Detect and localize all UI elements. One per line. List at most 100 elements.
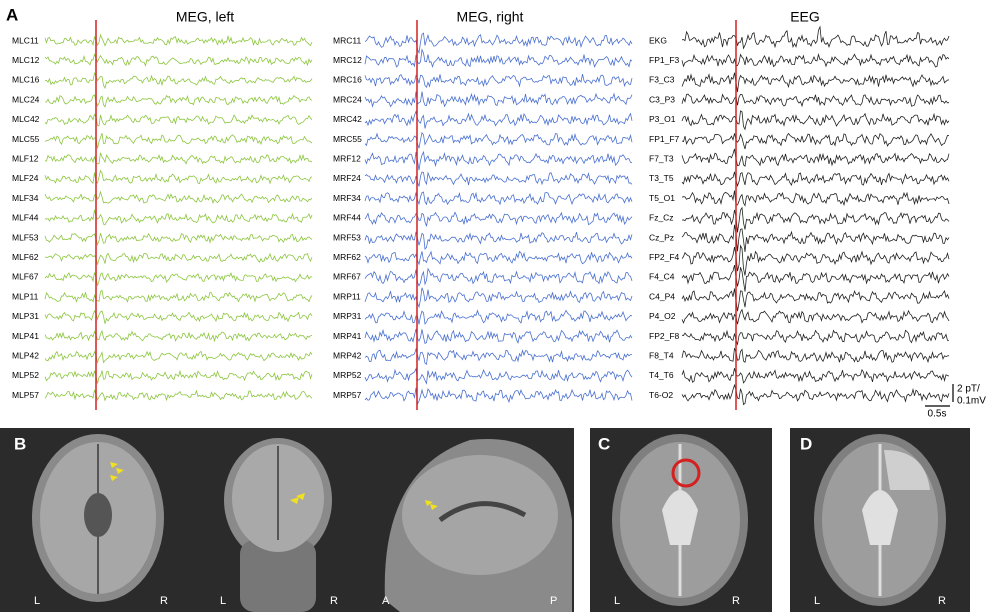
channel-label: MLC42 — [12, 114, 40, 124]
channel-label: P3_O1 — [649, 114, 676, 124]
orientation-label: L — [814, 595, 820, 607]
channel-label: MLP41 — [12, 331, 39, 341]
group-title: EEG — [790, 9, 820, 25]
channel-label: MLP42 — [12, 350, 39, 360]
channel-label: MRP31 — [333, 311, 362, 321]
channel-label: MLF12 — [12, 153, 39, 163]
channel-label: EKG — [649, 35, 667, 45]
channel-label: MLP57 — [12, 390, 39, 400]
trace — [682, 133, 949, 149]
trace — [682, 246, 949, 276]
trace — [45, 253, 312, 264]
mri-b-axial — [32, 434, 164, 602]
trace — [682, 73, 949, 92]
channel-label: MLF53 — [12, 232, 39, 242]
channel-label: C3_P3 — [649, 94, 675, 104]
channel-label: MRP11 — [333, 291, 361, 301]
trace — [45, 192, 312, 203]
trace — [45, 351, 312, 362]
channel-label: MLC11 — [12, 35, 39, 45]
channel-label: T5_O1 — [649, 193, 675, 203]
panel-label: C — [598, 434, 610, 453]
channel-label: MRF62 — [333, 252, 361, 262]
trace — [682, 368, 949, 383]
channel-label: MLC16 — [12, 75, 40, 85]
channel-label: T3_T5 — [649, 173, 674, 183]
trace — [682, 191, 949, 206]
trace — [682, 149, 949, 166]
channel-label: MRC24 — [333, 94, 362, 104]
channel-label: T6-O2 — [649, 390, 673, 400]
trace — [45, 311, 312, 324]
channel-label: F8_T4 — [649, 350, 674, 360]
trace — [682, 54, 949, 67]
orientation-label: R — [160, 595, 168, 607]
scale-amplitude: 2 pT/ — [957, 384, 980, 395]
trace — [45, 35, 312, 46]
channel-label: C4_P4 — [649, 291, 675, 301]
trace — [365, 133, 632, 149]
channel-label: MRP52 — [333, 370, 362, 380]
panel-label: D — [800, 434, 812, 453]
orientation-label: R — [330, 595, 338, 607]
trace — [45, 210, 312, 225]
trace — [45, 95, 312, 107]
trace — [682, 348, 949, 362]
orientation-label: P — [550, 595, 557, 607]
trace — [365, 288, 632, 307]
trace — [365, 251, 632, 264]
channel-label: FP2_F4 — [649, 252, 680, 262]
trace — [365, 369, 632, 384]
channel-label: MRF34 — [333, 193, 361, 203]
channel-label: MLC12 — [12, 55, 40, 65]
trace — [45, 371, 312, 384]
channel-label: MLC24 — [12, 94, 40, 104]
trace — [682, 94, 949, 106]
trace — [365, 111, 632, 128]
trace — [365, 50, 632, 67]
channel-label: MRP41 — [333, 331, 362, 341]
channel-label: F7_T3 — [649, 153, 674, 163]
channel-label: MLP31 — [12, 311, 39, 321]
orientation-label: R — [732, 595, 740, 607]
trace — [365, 311, 632, 325]
trace — [45, 331, 312, 341]
channel-label: F3_C3 — [649, 75, 675, 85]
channel-label: MRF53 — [333, 232, 361, 242]
channel-label: MRP57 — [333, 390, 362, 400]
channel-label: MLF44 — [12, 213, 39, 223]
trace — [682, 330, 949, 344]
mri-b-coronal — [224, 438, 332, 612]
trace — [45, 73, 312, 88]
panel-label: A — [6, 5, 18, 24]
channel-label: Fz_Cz — [649, 213, 674, 223]
channel-label: MRC42 — [333, 114, 362, 124]
channel-label: MLF34 — [12, 193, 39, 203]
group-title: MEG, right — [457, 9, 524, 25]
trace — [682, 172, 949, 186]
channel-label: MRF24 — [333, 173, 361, 183]
trace — [365, 212, 632, 226]
channel-label: MLP52 — [12, 370, 39, 380]
channel-label: MRC11 — [333, 35, 361, 45]
trace — [45, 273, 312, 286]
channel-label: MRC16 — [333, 75, 362, 85]
trace — [682, 208, 949, 233]
channel-label: FP2_F8 — [649, 331, 680, 341]
channel-label: F4_C4 — [649, 272, 675, 282]
trace — [682, 111, 949, 129]
trace — [365, 172, 632, 186]
orientation-label: L — [220, 595, 226, 607]
channel-label: MLC55 — [12, 134, 40, 144]
trace — [365, 33, 632, 53]
channel-label: MLP11 — [12, 291, 39, 301]
trace — [365, 388, 632, 404]
trace — [682, 225, 949, 252]
channel-label: MRF44 — [333, 213, 361, 223]
channel-label: FP1_F7 — [649, 134, 680, 144]
trace — [365, 269, 632, 286]
trace — [45, 133, 312, 148]
channel-label: MRF12 — [333, 153, 361, 163]
panel-label: B — [14, 434, 26, 453]
trace — [682, 265, 949, 292]
